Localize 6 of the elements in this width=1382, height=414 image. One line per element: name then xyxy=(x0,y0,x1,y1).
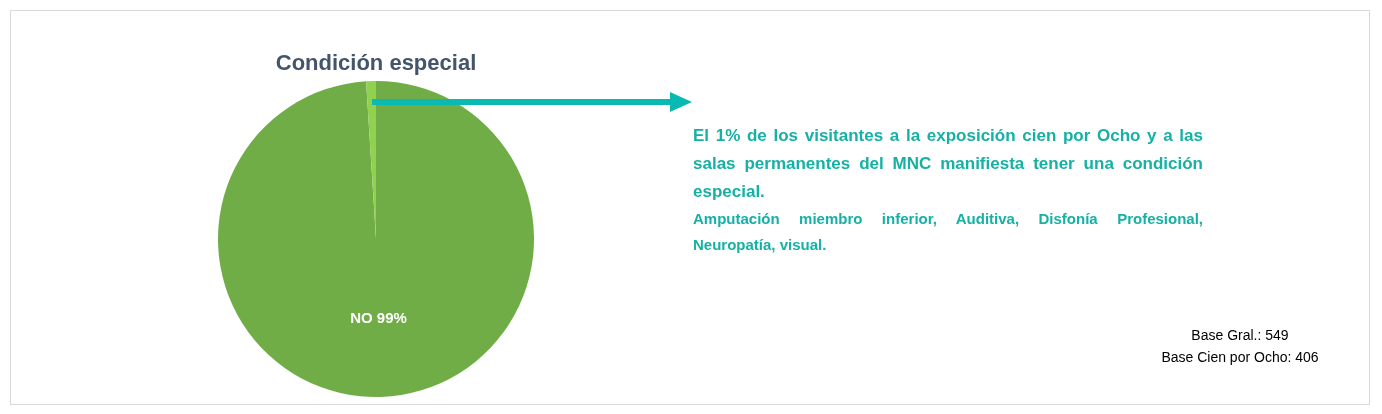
chart-title: Condición especial xyxy=(275,50,477,75)
text: Base Cien por Ocho: 406 xyxy=(1160,348,1320,367)
text: Amputación miembro inferior, Auditiva, Disfonía Profesional, Neuropatía, visual. xyxy=(693,209,1203,255)
slice-label: NO 99% xyxy=(350,308,407,326)
text: El 1% de los visitantes a la exposición cien por Ocho y a las salas permanentes del MNC manifiesta tener una condición especial. xyxy=(693,125,1203,203)
text: Base Gral.: 549 xyxy=(1190,326,1290,345)
